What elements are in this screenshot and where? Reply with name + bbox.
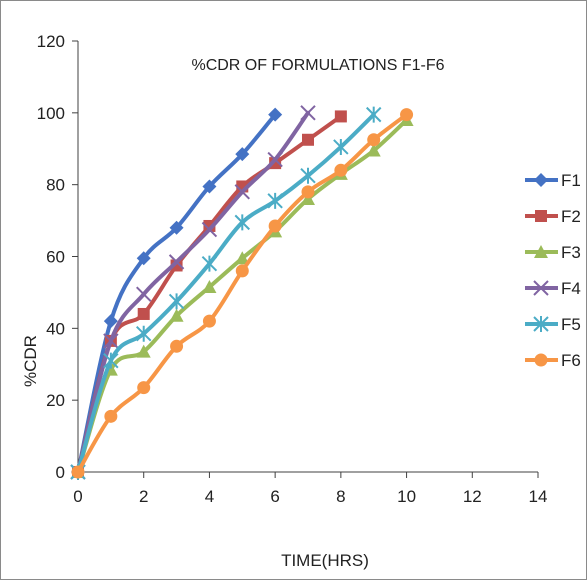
legend-item-f4-label: F4 <box>561 279 581 298</box>
series-f3-marker <box>235 251 250 265</box>
axes: 0 20 40 60 80 100 120 0 2 4 6 8 10 12 14 <box>37 32 548 506</box>
series-f5-marker <box>333 138 349 155</box>
y-tick-label: 60 <box>46 248 65 267</box>
series-f1-marker <box>169 220 184 235</box>
x-tick-label: 0 <box>73 487 82 506</box>
legend-item-f6-label: F6 <box>561 351 581 370</box>
series-f6-marker <box>301 185 315 199</box>
legend: F1 F2 F3 F4 F5 F6 <box>525 171 581 370</box>
series-f2-marker <box>334 110 347 123</box>
series-f5-line <box>76 112 376 474</box>
legend-item-f5-label: F5 <box>561 315 581 334</box>
legend-item-f6-marker <box>534 353 548 367</box>
series-f6-marker <box>367 133 381 147</box>
x-tick-label: 2 <box>139 487 148 506</box>
series-f1-marker <box>268 107 283 122</box>
series-f5-marker <box>136 325 152 342</box>
y-tick-label: 0 <box>56 463 65 482</box>
series-f5-marker <box>234 214 250 231</box>
series-f4-marker <box>103 333 119 349</box>
series-f5-marker <box>201 255 218 272</box>
y-tick-label: 100 <box>37 104 65 123</box>
x-tick-label: 10 <box>397 487 416 506</box>
series-f3-marker <box>202 280 217 294</box>
legend-item-f2-label: F2 <box>561 207 581 226</box>
series-f6-marker <box>334 163 348 177</box>
series-f5-marker <box>300 167 316 184</box>
series-f6-marker <box>170 339 184 353</box>
series-f6 <box>71 108 414 479</box>
x-tick-label: 6 <box>270 487 279 506</box>
y-tick-label: 120 <box>37 32 65 51</box>
series-f6-marker <box>104 409 118 423</box>
series-f6-marker <box>235 264 249 278</box>
series-f6-marker <box>71 465 85 479</box>
series-f4-marker <box>136 286 152 302</box>
x-tick-label: 8 <box>336 487 345 506</box>
series-f1-marker <box>202 179 217 194</box>
legend-item-f1-marker <box>534 173 548 187</box>
series-f5-marker <box>366 106 382 123</box>
legend-item-f4-marker <box>533 280 549 296</box>
series-f5-marker <box>267 192 283 209</box>
series-f2-marker <box>302 133 314 146</box>
x-tick-label: 4 <box>205 487 214 506</box>
legend-item-f6: F6 <box>525 351 581 370</box>
legend-item-f2-marker <box>535 210 547 222</box>
x-tick-label: 14 <box>529 487 548 506</box>
series-f6-marker <box>137 381 151 395</box>
series-f4-marker <box>300 105 316 121</box>
legend-item-f3: F3 <box>525 243 581 262</box>
y-axis-title: %CDR <box>21 335 40 387</box>
legend-item-f4: F4 <box>525 279 581 298</box>
series-f4-marker <box>201 221 218 238</box>
series-f1-marker <box>136 251 151 266</box>
series-f4-marker <box>168 254 185 270</box>
legend-item-f2: F2 <box>525 207 581 226</box>
series-f4-marker <box>267 151 283 168</box>
series-f5-marker <box>103 352 119 369</box>
series-f3-marker <box>301 192 315 206</box>
x-tick-label: 12 <box>463 487 482 506</box>
legend-item-f3-marker <box>534 245 548 258</box>
series-f3-marker <box>169 308 184 322</box>
series-f1-marker <box>103 314 118 329</box>
y-tick-label: 80 <box>46 176 65 195</box>
series-f4-marker <box>234 184 250 200</box>
series-f3-marker <box>136 344 151 358</box>
legend-item-f5-marker <box>533 316 549 332</box>
legend-item-f3-label: F3 <box>561 243 581 262</box>
x-axis-title: TIME(HRS) <box>281 551 369 570</box>
series-f2-marker <box>137 307 150 320</box>
series-f3-marker <box>366 143 381 157</box>
series-f5-marker <box>168 293 185 310</box>
y-tick-label: 40 <box>46 319 65 338</box>
chart-title: %CDR OF FORMULATIONS F1-F6 <box>191 57 444 74</box>
legend-item-f1-label: F1 <box>561 171 581 190</box>
legend-item-f1: F1 <box>525 171 581 190</box>
legend-item-f5: F5 <box>525 315 581 334</box>
series-f1-marker <box>235 147 250 162</box>
y-tick-label: 20 <box>46 391 65 410</box>
series-f6-marker <box>202 314 216 328</box>
series-f6-marker <box>400 108 414 122</box>
series-f6-marker <box>268 219 282 233</box>
series-group <box>70 105 414 480</box>
